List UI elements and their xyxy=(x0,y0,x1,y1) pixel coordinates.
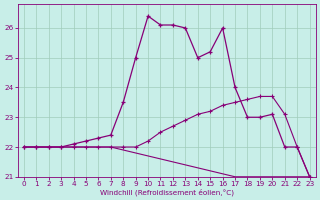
X-axis label: Windchill (Refroidissement éolien,°C): Windchill (Refroidissement éolien,°C) xyxy=(100,188,234,196)
